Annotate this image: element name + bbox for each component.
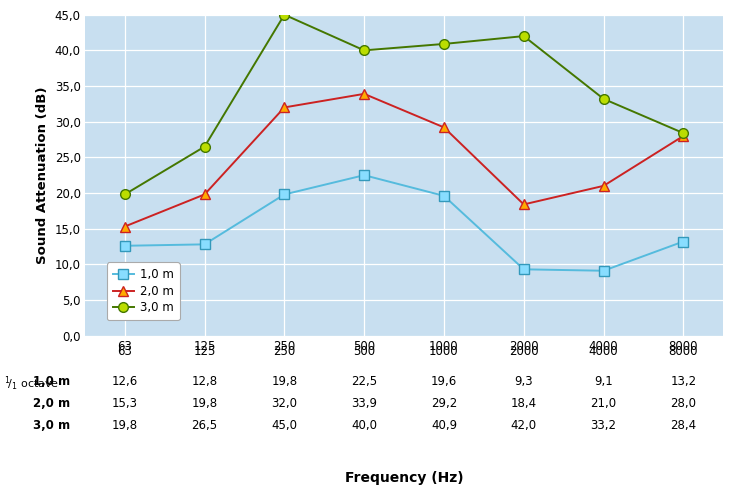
1,0 m <box>280 192 289 197</box>
Text: 19,8: 19,8 <box>111 419 138 432</box>
Text: 8000: 8000 <box>669 345 698 359</box>
Text: 18,4: 18,4 <box>511 397 537 410</box>
Line: 2,0 m: 2,0 m <box>120 89 689 231</box>
Text: 45,0: 45,0 <box>272 419 297 432</box>
3,0 m <box>280 12 289 18</box>
Text: 26,5: 26,5 <box>191 419 218 432</box>
1,0 m <box>520 267 528 272</box>
Text: 9,3: 9,3 <box>514 375 533 388</box>
2,0 m <box>520 201 528 207</box>
2,0 m <box>599 183 608 189</box>
2,0 m <box>120 223 129 229</box>
1,0 m <box>679 239 688 245</box>
Text: 15,3: 15,3 <box>111 397 138 410</box>
1,0 m <box>359 172 368 178</box>
Text: 33,9: 33,9 <box>351 397 377 410</box>
Text: 9,1: 9,1 <box>594 375 613 388</box>
Text: 33,2: 33,2 <box>590 419 616 432</box>
3,0 m <box>599 96 608 102</box>
Text: 2,0 m: 2,0 m <box>33 397 70 410</box>
Text: 28,0: 28,0 <box>670 397 697 410</box>
Text: 1000: 1000 <box>429 345 459 359</box>
3,0 m <box>440 41 449 47</box>
Line: 1,0 m: 1,0 m <box>120 171 689 275</box>
3,0 m <box>359 48 368 53</box>
2,0 m <box>359 91 368 97</box>
Text: 40,0: 40,0 <box>351 419 377 432</box>
1,0 m <box>599 268 608 274</box>
2,0 m <box>280 104 289 110</box>
2,0 m <box>200 192 209 197</box>
Text: 4000: 4000 <box>589 345 618 359</box>
1,0 m <box>200 242 209 247</box>
Text: 1,0 m: 1,0 m <box>33 375 70 388</box>
Text: 32,0: 32,0 <box>272 397 297 410</box>
Text: 13,2: 13,2 <box>670 375 697 388</box>
Text: 250: 250 <box>273 345 295 359</box>
1,0 m <box>120 243 129 249</box>
Y-axis label: Sound Attenuation (dB): Sound Attenuation (dB) <box>36 86 49 264</box>
2,0 m <box>679 133 688 139</box>
3,0 m <box>200 144 209 149</box>
Text: 2000: 2000 <box>509 345 539 359</box>
3,0 m <box>520 33 528 39</box>
Text: 12,6: 12,6 <box>111 375 138 388</box>
Text: 28,4: 28,4 <box>670 419 697 432</box>
Legend: 1,0 m, 2,0 m, 3,0 m: 1,0 m, 2,0 m, 3,0 m <box>107 262 179 320</box>
Text: 125: 125 <box>193 345 215 359</box>
Text: 500: 500 <box>353 345 375 359</box>
2,0 m <box>440 124 449 130</box>
3,0 m <box>679 130 688 136</box>
Text: 12,8: 12,8 <box>191 375 218 388</box>
Text: 19,8: 19,8 <box>191 397 218 410</box>
Text: $^1\!/_1$ octave: $^1\!/_1$ octave <box>4 375 59 393</box>
Text: 29,2: 29,2 <box>431 397 457 410</box>
Text: 19,8: 19,8 <box>272 375 297 388</box>
1,0 m <box>440 193 449 199</box>
Text: 19,6: 19,6 <box>431 375 457 388</box>
Text: Frequency (Hz): Frequency (Hz) <box>345 471 463 485</box>
Text: 22,5: 22,5 <box>351 375 377 388</box>
Line: 3,0 m: 3,0 m <box>120 10 689 199</box>
Text: 21,0: 21,0 <box>590 397 617 410</box>
3,0 m <box>120 192 129 197</box>
Text: 42,0: 42,0 <box>511 419 537 432</box>
Text: 63: 63 <box>117 345 132 359</box>
Text: 3,0 m: 3,0 m <box>33 419 70 432</box>
Text: 40,9: 40,9 <box>431 419 457 432</box>
